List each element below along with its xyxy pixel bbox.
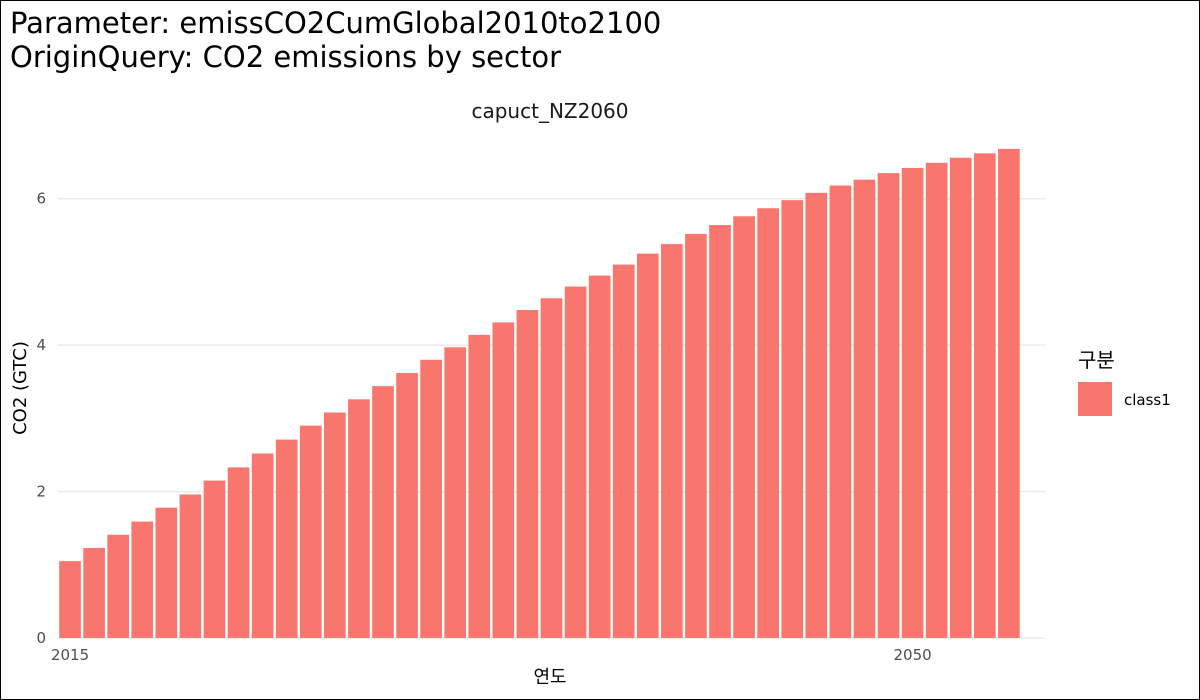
y-axis-label: CO2 (GTC)	[10, 341, 31, 435]
bar-2041	[685, 233, 707, 639]
bar-2043	[733, 216, 755, 638]
bar-2054	[998, 148, 1020, 639]
bar-2021	[203, 480, 226, 638]
bar-2030	[420, 359, 442, 638]
bar-2046	[805, 192, 828, 638]
bar-2042	[709, 225, 731, 638]
x-tick-label: 2015	[51, 646, 89, 664]
legend-label-class1: class1	[1124, 391, 1171, 409]
bar-2053	[973, 153, 996, 639]
bar-layer	[59, 148, 1020, 639]
bar-2027	[348, 399, 370, 638]
bar-2022	[227, 467, 250, 638]
bar-2040	[661, 244, 683, 639]
bar-2019	[155, 507, 178, 638]
legend-title: 구분	[1078, 348, 1115, 372]
bar-2038	[612, 264, 635, 638]
bar-2039	[636, 253, 659, 638]
bar-2029	[396, 372, 418, 638]
legend: 구분 class1	[1078, 348, 1171, 416]
bar-2015	[59, 561, 81, 638]
bar-2049	[877, 173, 900, 638]
legend-key-class1	[1078, 382, 1112, 416]
bar-2047	[829, 185, 852, 638]
title-line-1: Parameter: emissCO2CumGlobal2010to2100	[10, 6, 662, 40]
bar-2034	[516, 309, 539, 638]
bar-2016	[83, 547, 105, 638]
bar-2020	[179, 494, 202, 638]
bar-2051	[925, 162, 948, 638]
title-line-2: OriginQuery: CO2 emissions by sector	[10, 40, 561, 74]
bar-2031	[444, 347, 467, 638]
bar-2048	[853, 179, 876, 638]
tick-layer: 0 2 4 6 2015 2050	[36, 190, 931, 664]
y-tick-label: 0	[36, 629, 46, 647]
bar-2036	[564, 286, 587, 638]
facet-title: capuct_NZ2060	[471, 99, 628, 123]
page-title: Parameter: emissCO2CumGlobal2010to2100 O…	[10, 6, 661, 74]
bar-2035	[540, 298, 563, 638]
x-axis-label: 연도	[533, 667, 566, 688]
bar-2044	[757, 208, 779, 638]
bar-2025	[299, 425, 322, 638]
bar-2017	[107, 534, 130, 638]
bar-2024	[275, 439, 298, 638]
bar-2052	[949, 157, 972, 638]
y-tick-label: 2	[36, 483, 46, 501]
bar-2045	[781, 200, 804, 638]
y-tick-label: 6	[36, 190, 46, 208]
bar-2032	[468, 334, 491, 638]
bar-2033	[492, 322, 515, 638]
x-tick-label: 2050	[894, 646, 932, 664]
bar-2023	[251, 453, 274, 638]
bar-2037	[588, 275, 611, 638]
bar-2018	[131, 521, 154, 638]
bar-2028	[372, 386, 394, 638]
bar-2026	[324, 412, 346, 638]
bar-2050	[901, 167, 924, 638]
y-tick-label: 4	[36, 336, 46, 354]
